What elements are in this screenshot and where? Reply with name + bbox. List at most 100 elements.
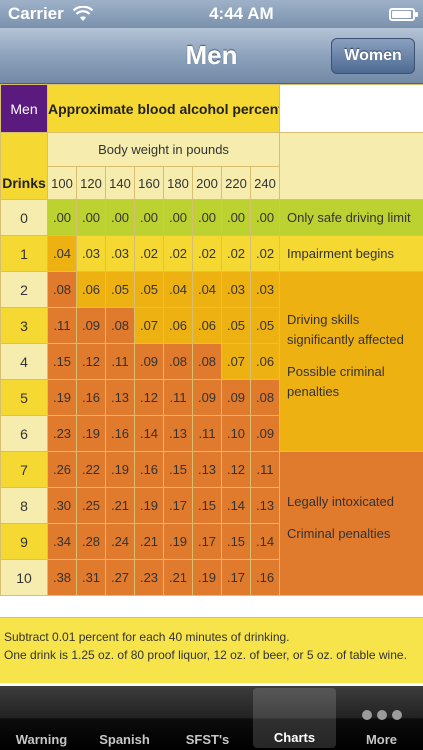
weight-header: 120 xyxy=(76,166,106,200)
bac-cell: .03 xyxy=(249,271,281,308)
description-impairment: Impairment begins xyxy=(279,235,423,272)
bac-cell: .12 xyxy=(76,343,106,380)
bac-cell: .25 xyxy=(76,487,106,524)
note-line-1: Subtract 0.01 percent for each 40 minute… xyxy=(4,630,290,644)
note-line-2: One drink is 1.25 oz. of 80 proof liquor… xyxy=(4,648,407,662)
bac-cell: .15 xyxy=(163,451,193,488)
bac-cell: .00 xyxy=(221,199,251,236)
drinks-cell: 2 xyxy=(0,271,48,308)
tab-label: SFST's xyxy=(185,732,230,747)
weight-header: 200 xyxy=(192,166,222,200)
drinks-cell: 6 xyxy=(0,415,48,452)
tab-label: Warning xyxy=(15,732,68,747)
bac-cell: .17 xyxy=(192,523,222,560)
bac-cell: .02 xyxy=(221,235,251,272)
bac-cell: .08 xyxy=(192,343,222,380)
more-icon xyxy=(361,710,402,720)
description-intoxicated-block: Legally intoxicated Criminal penalties xyxy=(279,451,423,596)
bac-cell: .09 xyxy=(221,379,251,416)
more-dot xyxy=(361,710,372,720)
tab-sfsts[interactable]: SFST's xyxy=(166,686,249,750)
description-intoxicated: Legally intoxicated xyxy=(287,493,395,509)
bac-cell: .17 xyxy=(163,487,193,524)
description-criminal: Criminal penalties xyxy=(287,525,391,541)
bac-cell: .08 xyxy=(105,307,135,344)
bac-cell: .00 xyxy=(76,199,106,236)
tab-more[interactable]: More xyxy=(340,686,423,750)
description-criminal-possible: Possible criminal penalties xyxy=(287,363,385,399)
bac-cell: .15 xyxy=(221,523,251,560)
header-blank xyxy=(279,84,423,133)
bac-cell: .38 xyxy=(47,559,77,596)
sfst-icon xyxy=(193,698,223,728)
bac-cell: .24 xyxy=(105,523,135,560)
bac-cell: .28 xyxy=(76,523,106,560)
women-button[interactable]: Women xyxy=(331,38,415,74)
drinks-cell: 9 xyxy=(0,523,48,560)
chart-notes: Subtract 0.01 percent for each 40 minute… xyxy=(0,617,423,683)
bac-cell: .30 xyxy=(47,487,77,524)
bac-cell: .09 xyxy=(134,343,164,380)
bac-cell: .02 xyxy=(134,235,164,272)
bac-cell: .04 xyxy=(163,271,193,308)
drinks-cell: 8 xyxy=(0,487,48,524)
drinks-cell: 3 xyxy=(0,307,48,344)
bac-cell: .23 xyxy=(47,415,77,452)
warning-icon xyxy=(27,698,57,728)
bac-cell: .19 xyxy=(163,523,193,560)
weight-header: 180 xyxy=(163,166,193,200)
spanish-icon xyxy=(110,698,140,728)
bac-cell: .00 xyxy=(105,199,135,236)
bac-cell: .21 xyxy=(105,487,135,524)
weight-blank xyxy=(279,132,423,200)
bac-cell: .12 xyxy=(134,379,164,416)
description-safe: Only safe driving limit xyxy=(279,199,423,236)
table-header: Approximate blood alcohol percentage xyxy=(46,84,281,133)
bac-cell: .15 xyxy=(47,343,77,380)
tab-bar: Warning Spanish SFST's Charts More xyxy=(0,686,423,750)
bac-cell: .19 xyxy=(105,451,135,488)
bac-cell: .05 xyxy=(134,271,164,308)
description-skills: Driving skills significantly affected xyxy=(287,311,404,347)
tab-spanish[interactable]: Spanish xyxy=(83,686,166,750)
nav-bar: Men Women xyxy=(0,28,423,84)
bac-cell: .11 xyxy=(192,415,222,452)
tab-charts[interactable]: Charts xyxy=(253,688,336,748)
bac-cell: .08 xyxy=(249,379,281,416)
bac-cell: .00 xyxy=(249,199,281,236)
bac-cell: .14 xyxy=(134,415,164,452)
bac-cell: .02 xyxy=(249,235,281,272)
bac-cell: .03 xyxy=(105,235,135,272)
drinks-cell: 1 xyxy=(0,235,48,272)
corner-label: Men xyxy=(0,84,48,133)
bac-cell: .05 xyxy=(105,271,135,308)
bac-cell: .05 xyxy=(249,307,281,344)
bac-cell: .19 xyxy=(76,415,106,452)
bac-cell: .02 xyxy=(163,235,193,272)
status-left: Carrier xyxy=(8,4,94,24)
bac-cell: .11 xyxy=(47,307,77,344)
bac-cell: .13 xyxy=(249,487,281,524)
bac-cell: .17 xyxy=(221,559,251,596)
bac-cell: .07 xyxy=(221,343,251,380)
bac-cell: .08 xyxy=(163,343,193,380)
weight-header: 100 xyxy=(47,166,77,200)
bac-cell: .23 xyxy=(134,559,164,596)
battery-icon xyxy=(388,7,418,21)
wifi-icon xyxy=(72,6,94,21)
tab-warning[interactable]: Warning xyxy=(0,686,83,750)
bac-cell: .09 xyxy=(192,379,222,416)
bac-cell: .26 xyxy=(47,451,77,488)
bac-cell: .06 xyxy=(76,271,106,308)
bac-cell: .16 xyxy=(249,559,281,596)
bac-cell: .07 xyxy=(134,307,164,344)
more-dot xyxy=(376,710,387,720)
bac-cell: .04 xyxy=(192,271,222,308)
bac-cell: .14 xyxy=(221,487,251,524)
bac-chart: Men Approximate blood alcohol percentage… xyxy=(0,84,423,596)
bac-cell: .00 xyxy=(134,199,164,236)
charts-icon xyxy=(280,696,310,726)
bac-cell: .13 xyxy=(192,451,222,488)
bac-cell: .21 xyxy=(163,559,193,596)
bac-cell: .31 xyxy=(76,559,106,596)
